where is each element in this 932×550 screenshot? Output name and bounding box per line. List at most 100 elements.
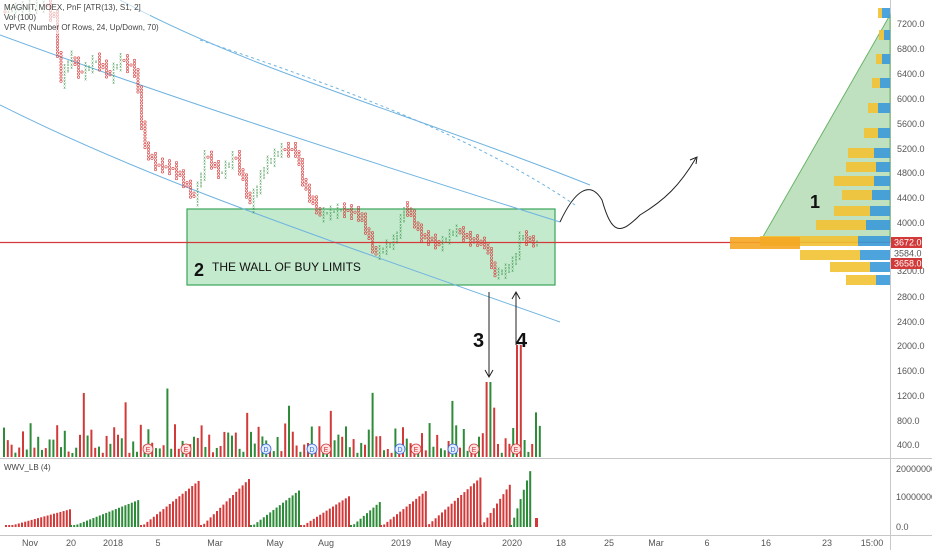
pnf-o-mark [101, 66, 105, 70]
pnf-o-mark [465, 232, 469, 236]
oscillator-bar [412, 501, 414, 527]
pnf-o-mark [147, 144, 151, 148]
pnf-o-mark [419, 226, 423, 230]
oscillator-bar [366, 513, 368, 527]
pnf-x-mark: x [88, 67, 91, 72]
pnf-o-mark [486, 245, 490, 249]
pnf-o-mark [210, 153, 214, 157]
pnf-o-mark [349, 213, 353, 217]
pnf-o-mark [437, 240, 441, 244]
legend-symbol[interactable]: MAGNIT, MOEX, PnF [ATR(13), S1, 2] [4, 3, 141, 12]
pnf-o-mark [304, 184, 308, 188]
oscillator-bar [17, 523, 20, 527]
volume-bar [29, 423, 32, 457]
volume-bar [166, 388, 169, 457]
volume-bar [459, 447, 461, 457]
price-axis[interactable]: 7200.0 6800.0 6400.0 6000.0 5600.0 5200.0 4800… [897, 19, 925, 450]
pnf-o-mark [98, 62, 102, 66]
oscillator-bar [248, 479, 250, 527]
pnf-x-mark: x [95, 59, 98, 64]
oscillator-bar [348, 496, 350, 527]
pnf-o-mark [412, 219, 416, 223]
vp-bar-up [880, 78, 890, 88]
pnf-o-mark [416, 227, 420, 231]
legend-vol[interactable]: Vol (100) [4, 13, 36, 22]
volume-bar [158, 448, 161, 457]
pnf-o-mark [129, 63, 133, 67]
pnf-x-mark: x [336, 205, 339, 210]
pnf-o-mark [353, 210, 357, 214]
pnf-x-mark: x [63, 75, 66, 80]
time-axis[interactable]: Nov 20 2018 5 Mar May Aug 2019 May 2020 18 25 Mar 6 16… [22, 538, 883, 548]
pnf-o-mark [217, 172, 221, 176]
volume-bar [523, 440, 526, 457]
pnf-x-mark: x [277, 153, 280, 158]
volume-bar [162, 445, 165, 457]
pnf-o-mark [461, 232, 465, 236]
legend-oscillator[interactable]: WWV_LB (4) [4, 463, 51, 472]
pnf-x-mark: x [385, 245, 388, 250]
pnf-o-mark [80, 70, 84, 74]
pnf-o-mark [168, 159, 172, 163]
oscillator-bar [49, 514, 52, 527]
oscillator-bar [137, 500, 140, 527]
oscillator-bar [338, 502, 341, 527]
pnf-o-mark [370, 231, 374, 235]
oscillator-bar [121, 506, 124, 527]
pnf-o-mark [304, 181, 308, 185]
pnf-o-mark [105, 69, 109, 73]
volume-marker-label: E [184, 447, 189, 454]
oscillator-bar [362, 515, 365, 527]
pnf-x-mark: x [63, 85, 66, 90]
oscillator-bar [235, 491, 238, 527]
volume-bar [67, 451, 70, 457]
pnf-o-mark [489, 256, 493, 260]
time-tick-label: May [434, 538, 452, 548]
vp-bar-down [846, 275, 876, 285]
pnf-o-mark [189, 192, 193, 196]
pnf-o-mark [342, 215, 346, 219]
pnf-x-mark: x [200, 171, 203, 176]
pnf-x-mark: x [273, 163, 276, 168]
pnf-o-mark [528, 236, 532, 240]
volume-bar [451, 400, 454, 457]
pnf-o-mark [133, 68, 137, 72]
volume-bar [6, 440, 9, 457]
volume-bar [105, 435, 108, 457]
legend-vpvr[interactable]: VPVR (Number Of Rows, 24, Up/Down, 70) [4, 23, 159, 32]
pnf-o-mark [238, 172, 242, 176]
pnf-o-mark [248, 201, 252, 205]
pnf-o-mark [238, 156, 242, 160]
pnf-o-mark [349, 204, 353, 208]
oscillator-bar [59, 511, 62, 527]
pnf-o-mark [182, 181, 186, 185]
pnf-x-mark: x [504, 268, 507, 273]
pnf-o-mark [363, 225, 367, 229]
pnf-x-mark: x [280, 148, 283, 153]
time-tick-label: Aug [318, 538, 334, 548]
pnf-o-mark [426, 230, 430, 234]
wall-label: THE WALL OF BUY LIMITS [212, 260, 361, 274]
volume-bar [204, 446, 207, 457]
oscillator-bar [447, 506, 450, 527]
oscillator-bar [441, 512, 443, 527]
pnf-o-mark [143, 123, 147, 127]
price-tick-label: 6400.0 [897, 69, 925, 79]
pnf-o-mark [458, 231, 462, 235]
pnf-x-mark: x [322, 212, 325, 217]
oscillator-bar [294, 492, 297, 527]
pnf-x-mark: x [228, 164, 231, 169]
oscillator-bar [21, 522, 23, 527]
oscillator-bar [127, 503, 130, 527]
pnf-o-mark [59, 57, 63, 61]
pnf-o-mark [161, 163, 165, 167]
oscillator-bar [232, 495, 234, 527]
oscillator-bar [282, 502, 284, 527]
pnf-x-mark: x [203, 158, 206, 163]
volume-bar [25, 449, 28, 457]
volume-marker-circle [260, 443, 272, 455]
price-tick-label: 5600.0 [897, 119, 925, 129]
time-tick-label: 6 [704, 538, 709, 548]
pnf-o-mark [524, 233, 528, 237]
